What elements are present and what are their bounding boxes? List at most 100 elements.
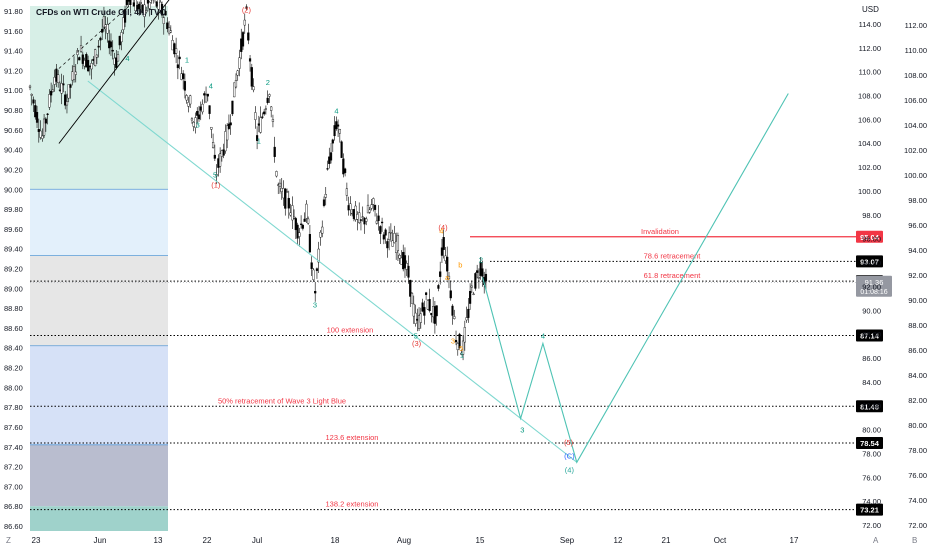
price-candle-body — [90, 63, 93, 70]
price-tag-bg — [856, 400, 883, 413]
bottom-bar-a[interactable]: A — [873, 536, 879, 545]
price-candle-body — [67, 84, 70, 99]
price-candle-body — [238, 57, 241, 69]
price-candle-body — [375, 220, 378, 224]
price-candle-body — [266, 97, 269, 103]
price-candle-body — [240, 38, 243, 52]
price-candle-body — [382, 234, 385, 240]
fib-zone-band — [30, 6, 168, 190]
left-axis-tick: 86.80 — [4, 502, 23, 511]
price-candle-body — [55, 68, 58, 82]
right-axis-tick: 84.00 — [908, 371, 927, 380]
right-axis-tick: 104.00 — [904, 121, 927, 130]
price-candle-body — [236, 70, 239, 76]
price-candle-body — [405, 263, 408, 270]
price-candle-body — [32, 99, 35, 104]
left-axis-tick: 88.80 — [4, 304, 23, 313]
wave-label: (5) — [564, 438, 574, 447]
x-axis-tick: 12 — [614, 536, 623, 545]
price-candle-body — [479, 262, 482, 276]
price-candle-body — [447, 275, 451, 279]
price-candle-body — [472, 293, 475, 295]
right-axis-tick: 76.00 — [908, 471, 927, 480]
wave-label: 4 — [439, 227, 443, 236]
price-candle-body — [310, 262, 313, 269]
price-candle-body — [477, 276, 481, 279]
x-axis-tick: 23 — [32, 536, 41, 545]
price-candle-body — [64, 94, 67, 106]
price-candle-body — [301, 224, 304, 229]
projection-path — [482, 93, 789, 464]
price-candle-body — [331, 139, 334, 144]
price-candle-body — [37, 129, 40, 132]
fib-zone-band — [30, 345, 168, 445]
price-candle-body — [167, 27, 171, 34]
price-candle-body — [449, 290, 452, 299]
price-candle-body — [132, 2, 135, 7]
price-candle-body — [85, 53, 88, 68]
price-candle-body — [391, 240, 394, 247]
inner-axis-tick: 90.00 — [862, 306, 881, 315]
price-candle-body — [412, 303, 415, 317]
wave-label: (1) — [211, 180, 221, 189]
right-axis-tick: 94.00 — [908, 246, 927, 255]
price-candle-body — [417, 315, 421, 329]
price-candle-body — [435, 305, 438, 317]
trend-channel-line — [87, 80, 578, 463]
right-axis-tick: 98.00 — [908, 196, 927, 205]
price-candle-body — [74, 71, 77, 75]
price-candle-body — [442, 237, 445, 250]
price-candle-body — [71, 71, 74, 81]
price-candle-body — [175, 48, 178, 54]
price-candle-body — [206, 93, 209, 97]
price-candle-body — [416, 318, 419, 321]
price-candle-body — [42, 118, 46, 136]
price-candle-body — [324, 194, 327, 198]
left-axis-tick: 87.00 — [4, 482, 23, 491]
right-axis-tick: 112.00 — [905, 21, 927, 30]
inner-axis-tick: 100.00 — [858, 187, 881, 196]
left-axis-tick: 87.60 — [4, 423, 23, 432]
wave-label: b — [458, 260, 462, 269]
price-candle-body — [481, 268, 484, 277]
price-candle-body — [92, 58, 95, 61]
wave-label: (3) — [412, 339, 422, 348]
price-candle-body — [264, 108, 267, 110]
price-candle-body — [183, 81, 187, 91]
price-candle-body — [312, 269, 315, 280]
price-candle-body — [196, 110, 199, 116]
bottom-bar-b[interactable]: B — [912, 536, 917, 545]
price-candle-body — [201, 103, 204, 113]
left-axis-tick: 86.60 — [4, 522, 23, 531]
price-candle-body — [380, 221, 384, 224]
price-candle-body — [368, 209, 371, 213]
price-candle-body — [213, 154, 216, 159]
inner-axis-tick: 80.00 — [862, 426, 881, 435]
price-candle-body — [275, 171, 278, 177]
price-candle-body — [370, 204, 373, 209]
inner-axis-tick: 110.00 — [859, 68, 881, 77]
left-axis-tick: 88.40 — [4, 344, 23, 353]
price-candle-body — [233, 82, 236, 98]
price-candle-body — [111, 49, 114, 52]
price-candle-body — [289, 212, 292, 216]
price-candle-body — [222, 149, 225, 156]
price-candle-body — [189, 95, 192, 105]
price-candle-body — [291, 205, 294, 221]
x-axis-tick: Aug — [397, 536, 411, 545]
inner-axis-tick: 82.00 — [862, 402, 881, 411]
x-axis-tick: Sep — [560, 536, 575, 545]
inner-axis-tick: 106.00 — [858, 115, 881, 124]
x-axis-tick: 22 — [203, 536, 212, 545]
price-tag-bg — [856, 437, 883, 449]
price-candle-body — [278, 182, 282, 187]
price-candle-body — [60, 83, 63, 94]
price-candle-body — [94, 49, 97, 66]
price-candle-body — [250, 67, 253, 87]
bottom-bar-left[interactable]: Z — [6, 536, 11, 545]
wave-label: 1 — [257, 137, 261, 146]
price-candle-body — [402, 251, 405, 270]
price-candle-body — [393, 233, 396, 243]
price-candle-body — [28, 85, 32, 88]
